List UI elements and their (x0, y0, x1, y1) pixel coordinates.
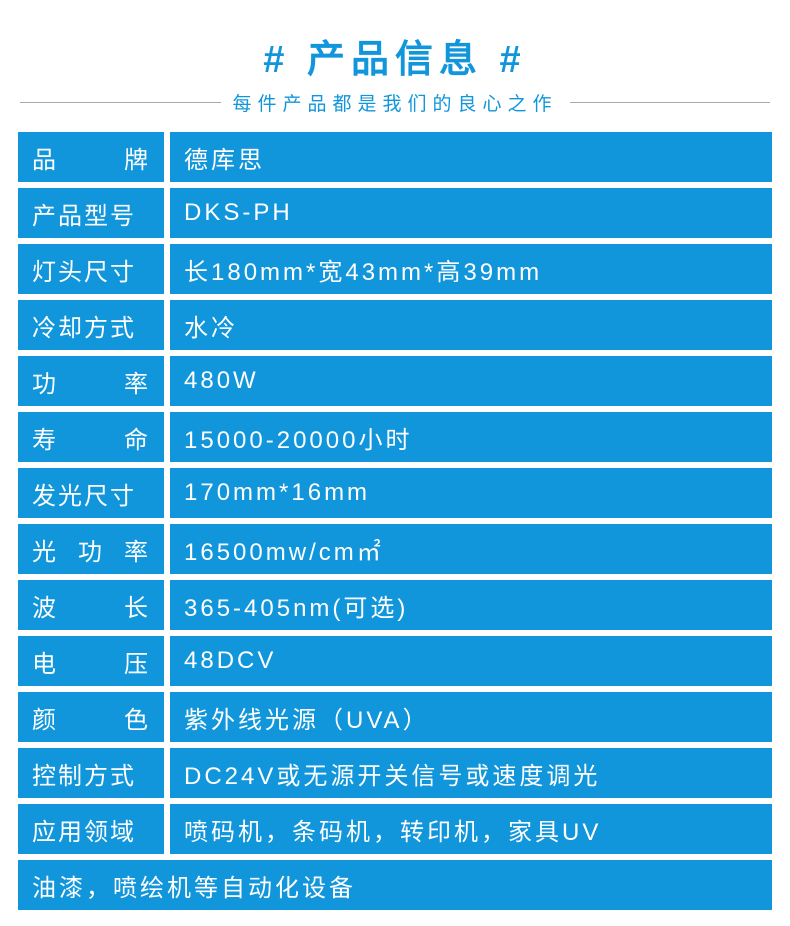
spec-label: 冷却方式 (18, 300, 164, 350)
table-row: 电压48DCV (18, 636, 772, 686)
spec-value: 170mm*16mm (170, 468, 772, 518)
spec-label: 产品型号 (18, 188, 164, 238)
spec-value: DC24V或无源开关信号或速度调光 (170, 748, 772, 798)
table-row: 颜色紫外线光源（UVA） (18, 692, 772, 742)
table-row: 寿命15000-20000小时 (18, 412, 772, 462)
spec-value: 15000-20000小时 (170, 412, 772, 462)
spec-label: 发光尺寸 (18, 468, 164, 518)
spec-value: 紫外线光源（UVA） (170, 692, 772, 742)
divider-left (20, 102, 221, 103)
spec-footer-row: 油漆，喷绘机等自动化设备 (18, 860, 772, 910)
table-row: 发光尺寸170mm*16mm (18, 468, 772, 518)
table-row: 功率480W (18, 356, 772, 406)
header: # 产品信息 # 每件产品都是我们的良心之作 (0, 0, 790, 124)
spec-value: DKS-PH (170, 188, 772, 238)
spec-label: 电压 (18, 636, 164, 686)
spec-label: 波长 (18, 580, 164, 630)
divider-right (570, 102, 771, 103)
table-row: 波长365-405nm(可选) (18, 580, 772, 630)
spec-label: 灯头尺寸 (18, 244, 164, 294)
spec-value: 长180mm*宽43mm*高39mm (170, 244, 772, 294)
subtitle-wrap: 每件产品都是我们的良心之作 (0, 89, 790, 116)
spec-value: 德库思 (170, 132, 772, 182)
spec-label: 颜色 (18, 692, 164, 742)
table-row: 应用领域喷码机，条码机，转印机，家具UV (18, 804, 772, 854)
spec-table: 品牌德库思产品型号DKS-PH灯头尺寸长180mm*宽43mm*高39mm冷却方… (0, 124, 790, 910)
spec-value: 365-405nm(可选) (170, 580, 772, 630)
spec-label: 光功率 (18, 524, 164, 574)
table-row: 灯头尺寸长180mm*宽43mm*高39mm (18, 244, 772, 294)
spec-value: 喷码机，条码机，转印机，家具UV (170, 804, 772, 854)
table-row: 光功率16500mw/cm㎡ (18, 524, 772, 574)
spec-label: 寿命 (18, 412, 164, 462)
table-row: 品牌德库思 (18, 132, 772, 182)
table-row: 控制方式DC24V或无源开关信号或速度调光 (18, 748, 772, 798)
table-row: 产品型号DKS-PH (18, 188, 772, 238)
spec-label: 功率 (18, 356, 164, 406)
spec-label: 品牌 (18, 132, 164, 182)
table-row: 冷却方式水冷 (18, 300, 772, 350)
spec-value: 480W (170, 356, 772, 406)
spec-label: 控制方式 (18, 748, 164, 798)
page-title: # 产品信息 # (0, 28, 790, 83)
spec-value: 水冷 (170, 300, 772, 350)
spec-value: 48DCV (170, 636, 772, 686)
page-subtitle: 每件产品都是我们的良心之作 (221, 89, 570, 116)
spec-label: 应用领域 (18, 804, 164, 854)
spec-value: 16500mw/cm㎡ (170, 524, 772, 574)
